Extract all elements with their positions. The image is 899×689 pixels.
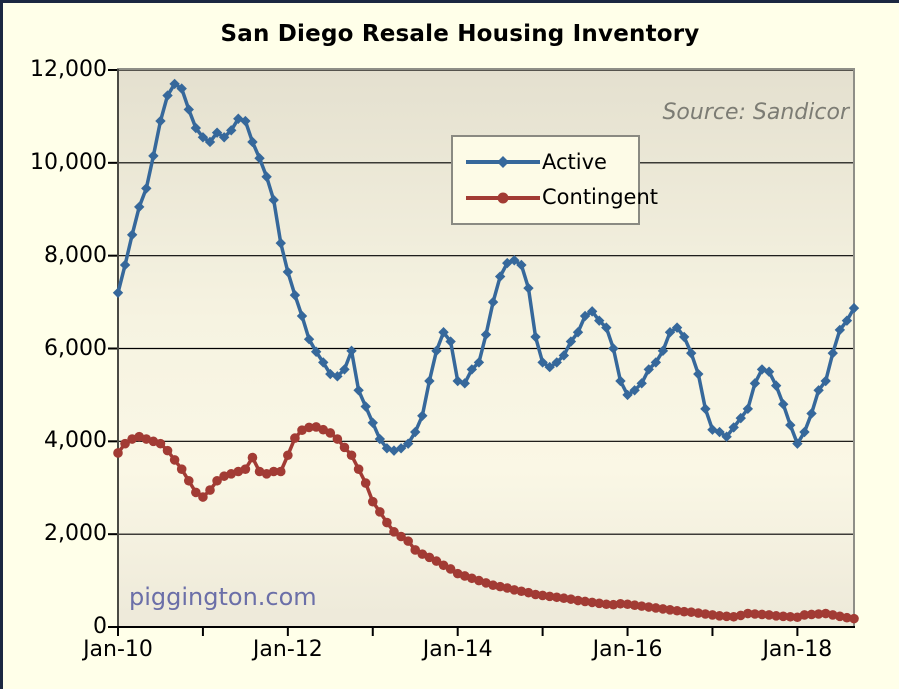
window-edge-left <box>0 0 3 689</box>
legend-item-contingent: Contingent <box>464 187 658 208</box>
legend-item-active: Active <box>464 149 638 174</box>
chart-title: San Diego Resale Housing Inventory <box>220 21 700 47</box>
contingent-line-sample-icon <box>466 192 540 204</box>
legend-label-contingent: Contingent <box>542 185 658 210</box>
watermark-text: piggington.com <box>129 583 317 611</box>
series-active <box>112 78 860 456</box>
window-edge-top <box>0 0 899 3</box>
legend-label-active: Active <box>542 149 607 174</box>
active-line-sample-icon <box>466 156 540 169</box>
legend-box: Active Contingent <box>451 135 658 225</box>
series-contingent <box>113 422 859 624</box>
source-note: Source: Sandicor <box>662 100 849 125</box>
